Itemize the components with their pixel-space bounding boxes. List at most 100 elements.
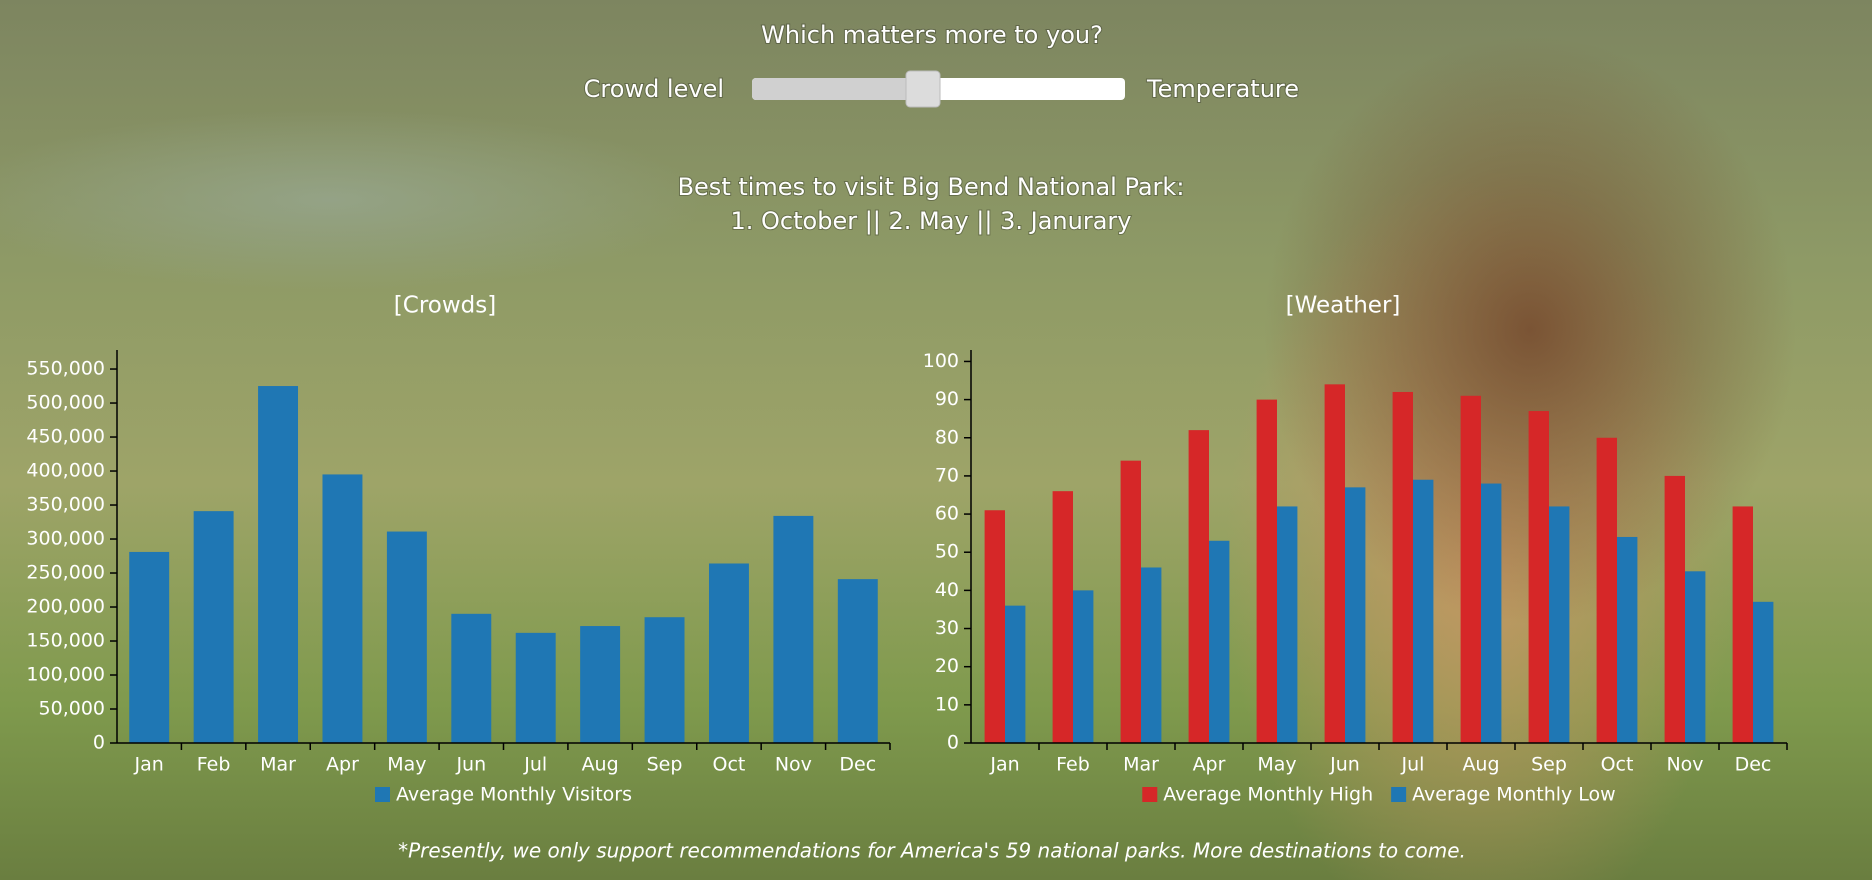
legend: Average Monthly Visitors [375,784,632,806]
y-tick-label: 200,000 [26,596,105,618]
bar [1549,506,1570,743]
y-tick-label: 70 [935,464,959,486]
y-tick-label: 150,000 [26,630,105,652]
x-tick-label: Dec [1735,754,1772,776]
bar [451,613,492,743]
bar [1753,601,1774,743]
bar [1052,491,1073,743]
y-tick-label: 500,000 [26,392,105,414]
bar [1664,475,1685,743]
slider-fill [752,78,923,100]
bar [129,551,170,743]
y-tick-label: 450,000 [26,426,105,448]
x-tick-label: Aug [1462,754,1499,776]
bar [1120,460,1141,743]
recommendation-line: 1. October || 2. May || 3. Janurary [731,207,1132,235]
y-tick-label: 250,000 [26,562,105,584]
legend-label: Average Monthly Low [1412,784,1616,806]
legend-swatch [1391,787,1407,802]
bar [984,510,1005,743]
y-tick-label: 100 [923,350,959,372]
bar [1617,536,1638,743]
x-tick-label: Jun [455,754,486,776]
bar [1073,590,1094,743]
y-tick-label: 60 [935,503,959,525]
y-tick-label: 10 [935,693,959,715]
x-tick-label: Jun [1329,754,1360,776]
y-tick-label: 300,000 [26,528,105,550]
x-tick-label: Mar [260,754,296,776]
bar [1392,391,1413,743]
slider-right-label: Temperature [1146,75,1299,103]
bar [1188,430,1209,743]
bar [1345,487,1366,743]
legend-swatch [375,787,390,802]
bar [193,511,234,743]
x-tick-label: Oct [1601,754,1634,776]
chart-title: [Weather] [1286,293,1401,319]
bar [708,563,749,743]
bar [837,579,878,743]
y-tick-label: 400,000 [26,460,105,482]
x-tick-label: Jul [523,754,547,776]
bar [1005,605,1026,743]
legend-label: Average Monthly Visitors [396,784,632,806]
bar [1277,506,1298,743]
y-tick-label: 30 [935,617,959,639]
x-tick-label: Oct [713,754,746,776]
legend: Average Monthly High Average Monthly Low [1142,784,1616,806]
y-tick-label: 550,000 [26,358,105,380]
x-tick-label: Feb [197,754,231,776]
x-tick-label: Aug [582,754,619,776]
bar [1460,395,1481,743]
bar [1732,506,1753,743]
x-tick-label: Nov [1666,754,1703,776]
bar [1141,567,1162,743]
y-tick-label: 50 [935,541,959,563]
legend-label: Average Monthly High [1163,784,1373,806]
bar [1481,483,1502,743]
footnote: *Presently, we only support recommendati… [398,839,1466,863]
slider-thumb[interactable] [905,70,941,108]
bar [1209,540,1230,743]
bar [773,515,814,743]
y-tick-label: 20 [935,655,959,677]
bar [258,386,299,743]
x-tick-label: Apr [326,754,359,776]
bar [1256,399,1277,743]
bar [1324,384,1345,743]
legend-swatch [1142,787,1158,802]
y-tick-label: 80 [935,426,959,448]
y-tick-label: 50,000 [39,698,105,720]
y-tick-label: 0 [947,732,959,754]
x-tick-label: Feb [1056,754,1090,776]
bar [1596,437,1617,743]
bar [386,531,427,743]
x-tick-label: Jan [134,754,164,776]
bar [515,632,556,743]
bar [580,626,621,743]
bar [1413,479,1434,743]
bar [322,474,363,743]
x-tick-label: Mar [1123,754,1159,776]
x-tick-label: Sep [1531,754,1567,776]
recommendation-line: Best times to visit Big Bend National Pa… [678,173,1185,201]
bar [644,617,685,743]
x-tick-label: May [387,754,426,776]
bar [1685,571,1706,743]
y-tick-label: 40 [935,579,959,601]
x-tick-label: Nov [775,754,812,776]
x-tick-label: Apr [1193,754,1226,776]
question: Which matters more to you? [761,21,1103,49]
x-tick-label: Sep [647,754,683,776]
y-tick-label: 0 [93,732,105,754]
x-tick-label: Jul [1401,754,1425,776]
x-tick-label: May [1257,754,1296,776]
x-tick-label: Dec [839,754,876,776]
y-tick-label: 90 [935,388,959,410]
bar [1528,411,1549,743]
x-tick-label: Jan [989,754,1019,776]
y-tick-label: 350,000 [26,494,105,516]
